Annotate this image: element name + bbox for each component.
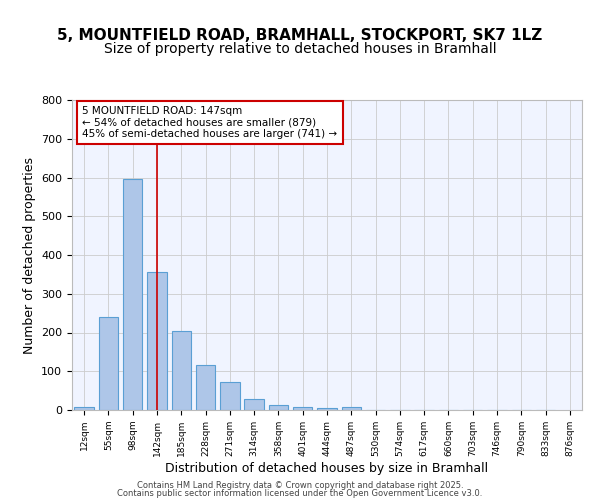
- Text: Contains public sector information licensed under the Open Government Licence v3: Contains public sector information licen…: [118, 488, 482, 498]
- Bar: [293, 408, 313, 410]
- Y-axis label: Number of detached properties: Number of detached properties: [23, 156, 35, 354]
- Bar: [269, 404, 288, 410]
- Bar: [244, 399, 264, 410]
- Bar: [341, 407, 361, 410]
- Text: 5, MOUNTFIELD ROAD, BRAMHALL, STOCKPORT, SK7 1LZ: 5, MOUNTFIELD ROAD, BRAMHALL, STOCKPORT,…: [58, 28, 542, 42]
- X-axis label: Distribution of detached houses by size in Bramhall: Distribution of detached houses by size …: [166, 462, 488, 474]
- Text: Size of property relative to detached houses in Bramhall: Size of property relative to detached ho…: [104, 42, 496, 56]
- Bar: [172, 330, 191, 410]
- Bar: [196, 366, 215, 410]
- Text: Contains HM Land Registry data © Crown copyright and database right 2025.: Contains HM Land Registry data © Crown c…: [137, 481, 463, 490]
- Bar: [123, 180, 142, 410]
- Bar: [74, 407, 94, 410]
- Bar: [147, 272, 167, 410]
- Bar: [220, 382, 239, 410]
- Bar: [317, 408, 337, 410]
- Bar: [99, 317, 118, 410]
- Text: 5 MOUNTFIELD ROAD: 147sqm
← 54% of detached houses are smaller (879)
45% of semi: 5 MOUNTFIELD ROAD: 147sqm ← 54% of detac…: [82, 106, 337, 139]
